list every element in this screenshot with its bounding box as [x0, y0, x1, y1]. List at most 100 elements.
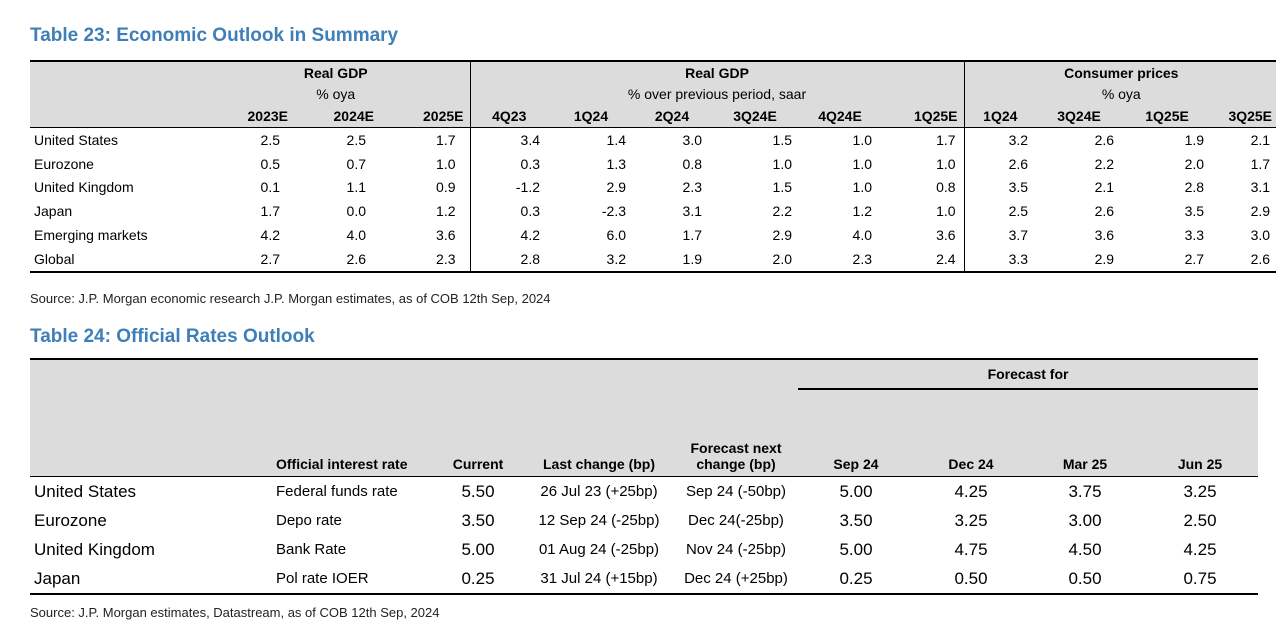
table-cell: 3.5 [1184, 203, 1205, 220]
table-cell: Nov 24 (-25bp) [685, 541, 787, 558]
group3-subtitle: % oya [963, 84, 1276, 104]
table-cell: 0.50 [1068, 568, 1102, 588]
table-cell: 12 Sep 24 (-25bp) [538, 512, 660, 529]
table-cell: 0.75 [1183, 568, 1217, 588]
column-header: 1Q24 [963, 104, 1037, 128]
column-header: Jun 25 [1142, 389, 1259, 477]
column-header: 3Q25E [1212, 104, 1276, 128]
table-cell: Pol rate IOER [276, 570, 369, 587]
table-cell: 1.3 [606, 155, 626, 172]
table-cell: 4.0 [346, 227, 366, 244]
table-cell: 1.0 [936, 203, 956, 220]
table-cell: 1.7 [1250, 155, 1271, 172]
table-cell: 3.6 [936, 227, 956, 244]
table-cell: 2.9 [606, 179, 626, 196]
table-cell: 3.75 [1068, 481, 1102, 501]
table-cell: 0.0 [346, 203, 366, 220]
table-cell: 3.2 [963, 127, 1037, 152]
table-cell: 3.7 [963, 223, 1037, 247]
table-row: Japan Pol rate IOER 0.25 31 Jul 24 (+15bp) D… [30, 564, 1258, 594]
column-header: 1Q25E [880, 104, 965, 128]
table-row: United Kingdom Bank Rate 5.00 01 Aug 24 (-2… [30, 535, 1258, 564]
table-cell: 1.7 [436, 131, 456, 148]
table-cell: 1.7 [260, 203, 280, 220]
table-cell: Eurozone [34, 155, 94, 172]
table-cell: 2.5 [346, 131, 366, 148]
table-cell: Dec 24(-25bp) [688, 512, 784, 529]
column-header: 1Q25E [1122, 104, 1213, 128]
table-cell: Federal funds rate [276, 483, 398, 500]
column-header: 3Q24E [1036, 104, 1123, 128]
column-header: 4Q24E [800, 104, 880, 128]
table-cell: Japan [34, 568, 81, 588]
table-cell: Depo rate [276, 512, 342, 529]
column-header: 2025E [380, 104, 470, 128]
table-row: Eurozone Depo rate 3.50 12 Sep 24 (-25bp) De… [30, 506, 1258, 535]
table-cell: 1.7 [936, 131, 956, 148]
table-cell: 2.6 [1094, 131, 1115, 148]
table-cell: 2.3 [852, 250, 872, 267]
table-cell: 5.50 [461, 481, 495, 501]
group3-title: Consumer prices [963, 61, 1276, 84]
table-cell: 3.00 [1068, 510, 1102, 530]
table-cell: Japan [34, 203, 73, 220]
group1-title: Real GDP [202, 61, 470, 84]
table-cell: 2.8 [1184, 179, 1205, 196]
table-row: United States 2.5 2.5 1.7 3.4 1.4 3.0 1.5 1.0 1.7… [30, 127, 1276, 152]
table-cell: 2.3 [436, 250, 456, 267]
column-header: Last change (bp) [524, 389, 674, 477]
table-cell: 0.8 [936, 179, 956, 196]
table23-source: Source: J.P. Morgan economic research J.… [30, 291, 551, 306]
table-cell: 1.5 [772, 131, 792, 148]
table-cell: 2.1 [1250, 131, 1271, 148]
table-cell: 3.50 [461, 510, 495, 530]
group1-subtitle: % oya [202, 84, 470, 104]
table-cell: 4.25 [954, 481, 988, 501]
column-header: Mar 25 [1028, 389, 1142, 477]
table-row: Global 2.7 2.6 2.3 2.8 3.2 1.9 2.0 2.3 2.4 3.3 2.9 2… [30, 246, 1276, 272]
table-cell: 3.0 [682, 131, 702, 148]
table-cell: 1.7 [682, 227, 702, 244]
table-cell: 4.75 [954, 539, 988, 559]
table-cell: 5.00 [461, 539, 495, 559]
table-cell: 2.6 [963, 151, 1037, 176]
column-header: 2023E [202, 104, 294, 128]
table-cell: 2.2 [1094, 155, 1115, 172]
table-cell: 0.9 [436, 179, 456, 196]
table-cell: Global [34, 250, 75, 267]
table-cell: 4.50 [1068, 539, 1102, 559]
table-cell: Dec 24 (+25bp) [684, 570, 788, 587]
table-cell: 2.7 [1184, 250, 1205, 267]
table-row: Japan 1.7 0.0 1.2 0.3 -2.3 3.1 2.2 1.2 1.0 2.5 2.6 3… [30, 199, 1276, 224]
column-header: 2024E [294, 104, 380, 128]
table-cell: 1.0 [852, 155, 872, 172]
table-row: Eurozone 0.5 0.7 1.0 0.3 1.3 0.8 1.0 1.0 1.0 2.6 2.… [30, 151, 1276, 176]
table-cell: 3.6 [436, 227, 456, 244]
table-cell: 3.25 [1183, 481, 1217, 501]
table-cell: 1.0 [852, 179, 872, 196]
table-cell: 0.1 [260, 179, 280, 196]
column-header: Current [432, 389, 524, 477]
table-cell: United Kingdom [34, 179, 134, 196]
table-cell: 3.3 [1184, 227, 1205, 244]
table-cell: 1.0 [772, 155, 792, 172]
table-cell: 0.25 [839, 568, 873, 588]
table-row: United States Federal funds rate 5.50 26 Ju… [30, 477, 1258, 507]
table-cell: 0.50 [954, 568, 988, 588]
table-cell: 2.0 [1184, 155, 1205, 172]
column-header: 2Q24 [634, 104, 710, 128]
table-cell: -1.2 [469, 175, 548, 200]
table-cell: 2.8 [469, 246, 548, 272]
table-cell: 2.9 [772, 227, 792, 244]
table-cell: -2.3 [601, 203, 626, 220]
table-cell: 4.2 [469, 223, 548, 247]
table-cell: Emerging markets [34, 227, 148, 244]
table-cell: 4.0 [852, 227, 872, 244]
table-cell: 1.0 [936, 155, 956, 172]
forecast-for-header: Forecast for [798, 359, 1259, 390]
economic-outlook-table: Real GDP Real GDP Consumer prices % oya … [30, 60, 1276, 273]
table-cell: 2.0 [772, 250, 792, 267]
table-cell: 2.2 [772, 203, 792, 220]
table24-title: Table 24: Official Rates Outlook [30, 326, 315, 347]
table-cell: 1.9 [1184, 131, 1205, 148]
